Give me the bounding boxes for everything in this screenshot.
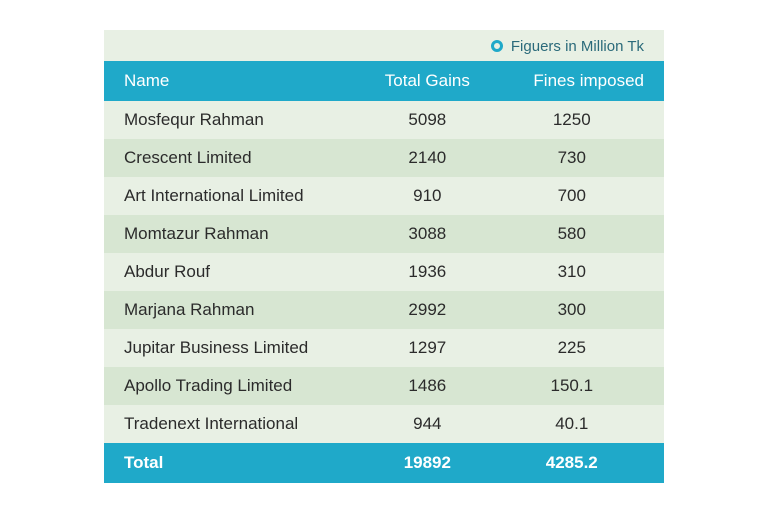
caption-text: Figuers in Million Tk: [511, 38, 644, 55]
table-row: Mosfequr Rahman50981250: [104, 101, 664, 139]
table-row: Tradenext International94440.1: [104, 405, 664, 443]
total-gains: 19892: [355, 453, 499, 473]
cell-name: Mosfequr Rahman: [124, 110, 355, 130]
cell-name: Crescent Limited: [124, 148, 355, 168]
cell-gains: 1297: [355, 338, 499, 358]
table-header: Name Total Gains Fines imposed: [104, 61, 664, 101]
total-row: Total 19892 4285.2: [104, 443, 664, 483]
cell-fines: 225: [500, 338, 644, 358]
cell-gains: 5098: [355, 110, 499, 130]
cell-name: Abdur Rouf: [124, 262, 355, 282]
table-row: Apollo Trading Limited1486150.1: [104, 367, 664, 405]
cell-name: Jupitar Business Limited: [124, 338, 355, 358]
cell-fines: 150.1: [500, 376, 644, 396]
cell-fines: 700: [500, 186, 644, 206]
cell-fines: 40.1: [500, 414, 644, 434]
cell-fines: 300: [500, 300, 644, 320]
header-name: Name: [124, 71, 355, 91]
cell-fines: 730: [500, 148, 644, 168]
header-gains: Total Gains: [355, 71, 499, 91]
financial-table: Figuers in Million Tk Name Total Gains F…: [104, 30, 664, 483]
cell-gains: 910: [355, 186, 499, 206]
table-row: Crescent Limited2140730: [104, 139, 664, 177]
cell-name: Marjana Rahman: [124, 300, 355, 320]
bullet-icon: [491, 40, 503, 52]
cell-name: Tradenext International: [124, 414, 355, 434]
table-row: Abdur Rouf1936310: [104, 253, 664, 291]
cell-gains: 1936: [355, 262, 499, 282]
table-row: Jupitar Business Limited1297225: [104, 329, 664, 367]
cell-gains: 1486: [355, 376, 499, 396]
table-row: Momtazur Rahman3088580: [104, 215, 664, 253]
header-fines: Fines imposed: [500, 71, 644, 91]
table-row: Marjana Rahman2992300: [104, 291, 664, 329]
cell-gains: 944: [355, 414, 499, 434]
cell-fines: 1250: [500, 110, 644, 130]
total-fines: 4285.2: [500, 453, 644, 473]
caption-row: Figuers in Million Tk: [104, 30, 664, 61]
cell-name: Apollo Trading Limited: [124, 376, 355, 396]
cell-gains: 2992: [355, 300, 499, 320]
cell-gains: 2140: [355, 148, 499, 168]
cell-fines: 310: [500, 262, 644, 282]
table-body: Mosfequr Rahman50981250Crescent Limited2…: [104, 101, 664, 443]
cell-gains: 3088: [355, 224, 499, 244]
total-label: Total: [124, 453, 355, 473]
cell-name: Art International Limited: [124, 186, 355, 206]
table-row: Art International Limited910700: [104, 177, 664, 215]
cell-name: Momtazur Rahman: [124, 224, 355, 244]
cell-fines: 580: [500, 224, 644, 244]
